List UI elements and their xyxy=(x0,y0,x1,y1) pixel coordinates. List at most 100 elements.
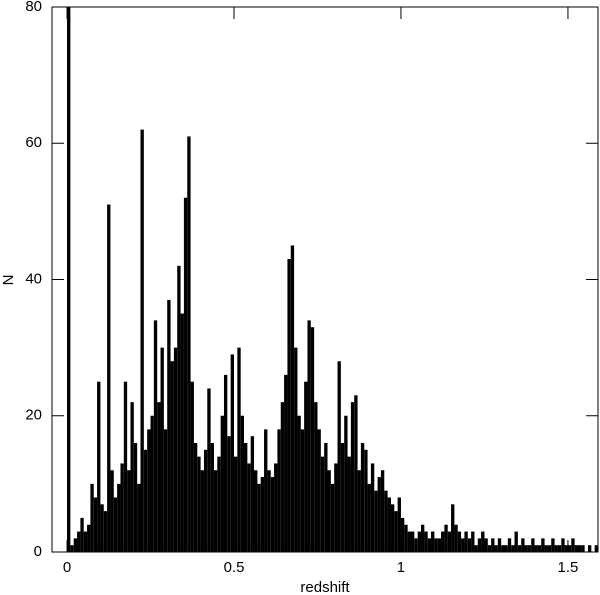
bar xyxy=(203,449,208,552)
bar xyxy=(404,524,408,552)
bar xyxy=(127,470,131,552)
bar xyxy=(340,443,345,552)
bar xyxy=(537,545,542,552)
bar xyxy=(190,381,194,552)
bar xyxy=(87,524,91,552)
bar xyxy=(167,299,171,552)
bar xyxy=(437,538,442,552)
bar xyxy=(90,483,94,552)
bar xyxy=(304,381,308,552)
bar xyxy=(524,545,528,552)
bar xyxy=(400,517,405,552)
bar xyxy=(457,531,462,552)
bar xyxy=(110,470,114,552)
bar xyxy=(561,538,565,552)
bar xyxy=(257,483,261,552)
bar xyxy=(284,374,288,552)
bar xyxy=(240,415,245,552)
bar xyxy=(454,524,458,552)
bar xyxy=(374,490,378,552)
bar xyxy=(130,402,134,552)
bar xyxy=(367,483,371,552)
x-axis-label: redshift xyxy=(300,579,350,595)
bar xyxy=(594,545,598,552)
bar xyxy=(491,538,495,552)
bar xyxy=(364,449,368,552)
x-tick-label: 0 xyxy=(63,559,71,576)
bar xyxy=(260,477,265,552)
bar xyxy=(357,470,361,552)
bar xyxy=(377,477,381,552)
bar xyxy=(497,538,502,552)
bar xyxy=(123,381,128,552)
bar xyxy=(564,545,568,552)
bar xyxy=(581,545,585,552)
bar xyxy=(227,436,231,552)
bar xyxy=(153,320,158,552)
bar xyxy=(507,538,512,552)
bar xyxy=(143,449,148,552)
bar xyxy=(237,347,241,552)
bar xyxy=(514,531,518,552)
bar xyxy=(347,456,351,552)
bar xyxy=(267,470,271,552)
bar xyxy=(140,129,144,552)
bar xyxy=(80,517,84,552)
bar xyxy=(574,545,578,552)
bar xyxy=(477,538,482,552)
bar xyxy=(464,531,468,552)
bar xyxy=(544,545,548,552)
bar xyxy=(150,415,154,552)
bar xyxy=(527,545,532,552)
bar xyxy=(504,545,508,552)
bar xyxy=(494,545,498,552)
bar xyxy=(274,463,278,552)
bar xyxy=(444,524,448,552)
bar xyxy=(421,524,425,552)
bar xyxy=(310,327,315,552)
bar xyxy=(407,531,411,552)
bar xyxy=(163,429,168,552)
bar xyxy=(250,436,255,552)
bar xyxy=(317,429,321,552)
x-tick-label: 1 xyxy=(397,559,405,576)
bar xyxy=(337,361,341,552)
bar xyxy=(280,402,285,552)
bar xyxy=(210,443,214,552)
bar xyxy=(431,531,435,552)
bar xyxy=(587,545,592,552)
bar xyxy=(234,456,238,552)
bar xyxy=(577,545,582,552)
bar xyxy=(73,538,78,552)
bar xyxy=(160,347,164,552)
bar xyxy=(93,497,98,552)
bar xyxy=(474,545,478,552)
bar xyxy=(344,415,348,552)
x-tick-label: 1.5 xyxy=(558,559,579,576)
bar xyxy=(213,470,218,552)
bar xyxy=(501,545,505,552)
bar xyxy=(571,538,575,552)
bar xyxy=(334,463,338,552)
bar xyxy=(330,483,335,552)
bar xyxy=(397,497,401,552)
bar xyxy=(517,545,522,552)
bar xyxy=(557,545,562,552)
bar xyxy=(384,490,388,552)
bar xyxy=(294,347,298,552)
bar xyxy=(70,545,74,552)
bar xyxy=(103,511,108,552)
bar xyxy=(481,531,485,552)
bar xyxy=(324,443,328,552)
bar xyxy=(270,477,275,552)
bar xyxy=(531,538,535,552)
bar xyxy=(187,136,191,552)
y-axis-label: N xyxy=(0,275,17,286)
bar xyxy=(117,483,121,552)
bar xyxy=(414,538,418,552)
bar xyxy=(133,443,138,552)
bar xyxy=(180,313,184,552)
y-tick-label: 80 xyxy=(25,0,42,15)
bar xyxy=(451,504,455,552)
